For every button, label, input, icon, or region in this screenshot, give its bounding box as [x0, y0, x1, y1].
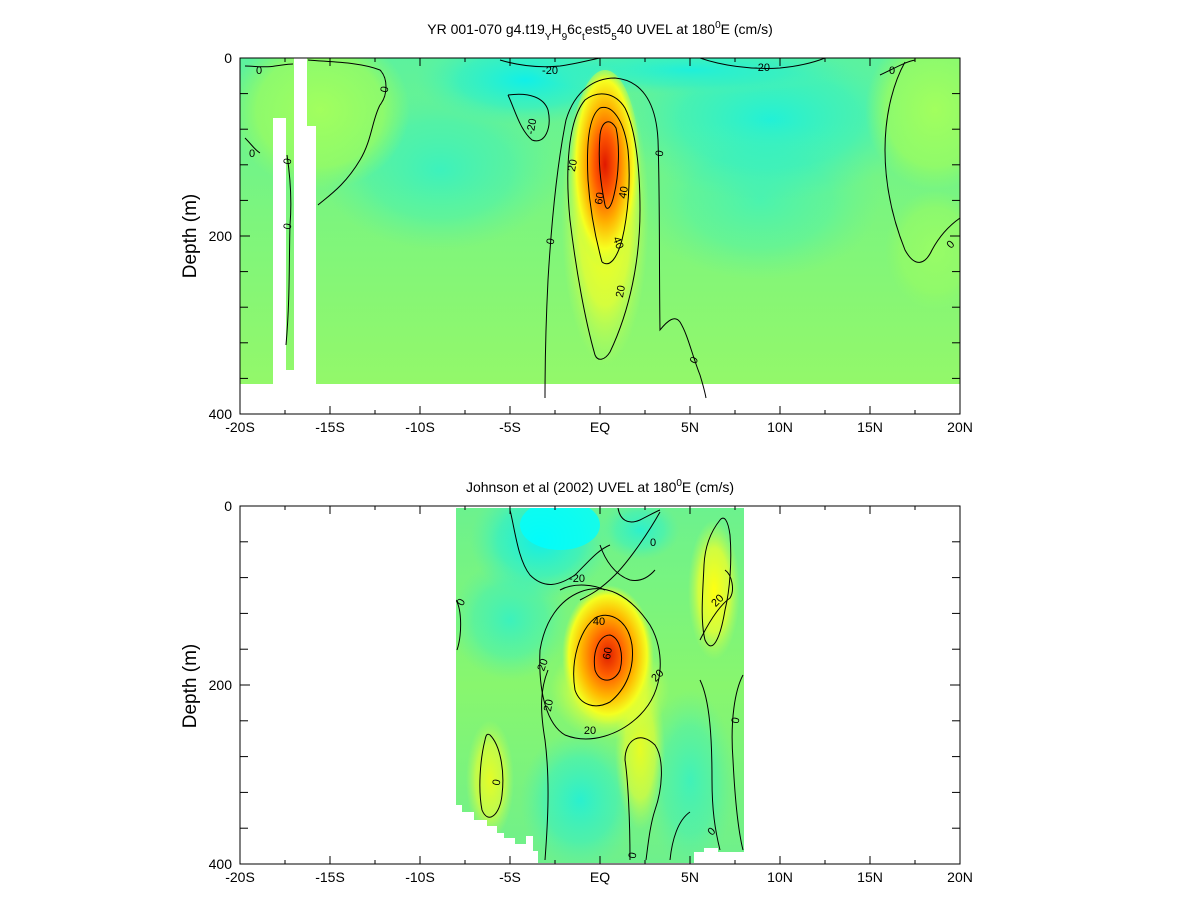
x-tick-label: -20S: [225, 419, 255, 435]
panel-2-colorfield: [456, 508, 744, 863]
contour-label: 60: [593, 191, 607, 205]
contour-label: -20: [525, 118, 540, 136]
y-tick-label: 200: [209, 228, 233, 244]
panel-1-y-axis-label: Depth (m): [180, 194, 201, 278]
contour-label: 0: [545, 237, 558, 245]
panel-1-title: YR 001-070 g4.t19YH96ctest5540 UVEL at 1…: [427, 20, 773, 43]
contour-label: -20: [542, 65, 558, 77]
contour-label: -20: [569, 573, 585, 585]
contour-label: 20: [535, 657, 550, 673]
panel-2-title: Johnson et al (2002) UVEL at 1800E (cm/s…: [466, 478, 734, 495]
contour-label: 20: [566, 158, 580, 172]
x-tick-label: EQ: [590, 869, 610, 885]
x-tick-label: 10N: [767, 419, 793, 435]
y-tick-label: 400: [209, 856, 233, 872]
contour-label: 0: [282, 157, 295, 165]
panel-2-y-axis-label: Depth (m): [180, 644, 201, 728]
contour-label: 0: [256, 65, 262, 77]
x-tick-label: -5S: [499, 869, 521, 885]
contour-label: 0: [379, 85, 392, 93]
x-tick-label: -10S: [405, 419, 435, 435]
x-tick-label: -5S: [499, 419, 521, 435]
contour-label: 20: [542, 698, 556, 712]
contour-label: 0: [491, 778, 504, 786]
x-tick-label: 20N: [947, 419, 973, 435]
contour-label: 0: [730, 716, 743, 724]
x-tick-label: 20N: [947, 869, 973, 885]
y-tick-label: 0: [224, 50, 232, 66]
contour-label: 40: [610, 235, 625, 251]
contour-label: 40: [617, 185, 631, 199]
contour-label: 60: [601, 646, 615, 660]
x-tick-label: -15S: [315, 419, 345, 435]
contour-label: 20: [584, 725, 596, 737]
x-tick-label: -15S: [315, 869, 345, 885]
x-tick-label: -20S: [225, 869, 255, 885]
y-tick-label: 400: [209, 406, 233, 422]
contour-label: 0: [282, 222, 295, 230]
panel-model: YR 001-070 g4.t19YH96ctest5540 UVEL at 1…: [180, 20, 973, 435]
contour-label: -20: [754, 62, 770, 74]
contour-label: 0: [654, 149, 667, 157]
contour-label: 40: [593, 616, 605, 628]
contour-label: 0: [650, 537, 656, 549]
x-tick-label: -10S: [405, 869, 435, 885]
x-tick-label: EQ: [590, 419, 610, 435]
panel-observed: Johnson et al (2002) UVEL at 1800E (cm/s…: [180, 478, 973, 885]
contour-label: 0: [688, 355, 701, 366]
x-tick-label: 5N: [681, 419, 699, 435]
contour-label: 0: [249, 148, 255, 160]
contour-label: 0: [627, 851, 640, 859]
contour-label: 20: [614, 284, 628, 298]
x-tick-label: 5N: [681, 869, 699, 885]
panel-1-colorfield: [240, 58, 960, 400]
x-tick-label: 10N: [767, 869, 793, 885]
panel-2-contours: [456, 508, 744, 861]
panel-1-contour-labels: 0 -20 -20 0 -20 0 0 0 0 20 40 60 40 0 0 …: [249, 62, 957, 366]
x-tick-label: 15N: [857, 419, 883, 435]
contour-label: 0: [455, 597, 468, 608]
y-tick-label: 0: [224, 498, 232, 514]
panel-1-contours: [244, 58, 960, 399]
contour-label: 0: [889, 65, 895, 77]
y-tick-label: 200: [209, 677, 233, 693]
x-tick-label: 15N: [857, 869, 883, 885]
